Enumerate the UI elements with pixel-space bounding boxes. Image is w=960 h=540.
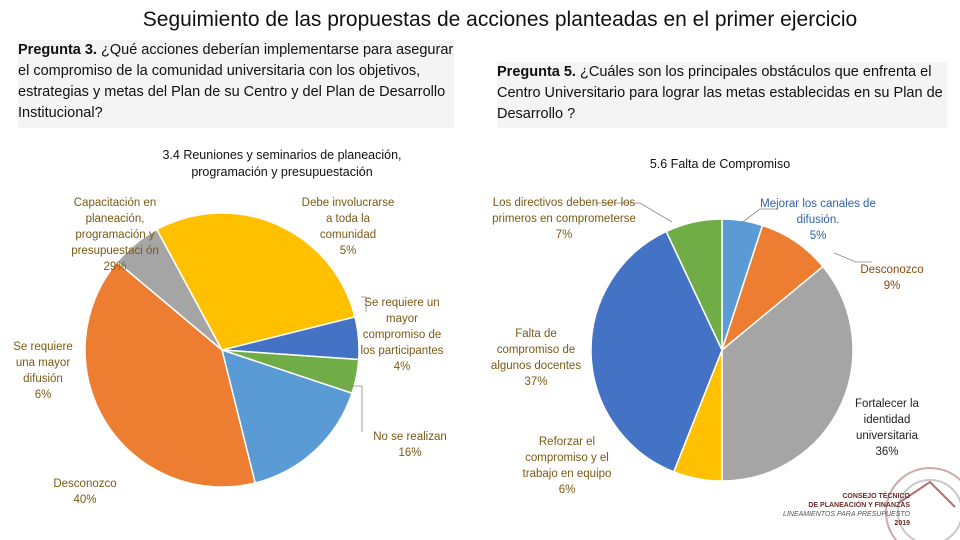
question-left-number: Pregunta 3. (18, 42, 97, 58)
label-involucrarse: Debe involucrarse a toda la comunidad 5% (300, 195, 396, 259)
title-clip: Seguimiento de las propuestas de accione… (0, 0, 960, 40)
question-left: Pregunta 3. ¿Qué acciones deberían imple… (18, 40, 454, 128)
question-right: Pregunta 5. ¿Cuáles son los principales … (497, 62, 947, 128)
label-value: 40% (73, 494, 97, 506)
logo-ring (885, 467, 960, 540)
label-compromiso-participantes: Se requiere un mayor compromiso de los p… (360, 295, 444, 375)
label-value: 36% (875, 446, 899, 458)
label-text: Fortalecer la identidad universitaria (855, 398, 919, 442)
leader-line (595, 202, 673, 223)
leader-line (361, 296, 367, 312)
logo-text: Consejo Técnico de Planeación y Finanzas… (770, 492, 910, 528)
label-directivos: Los directivos deben ser los primeros en… (488, 195, 640, 243)
leader-lines (342, 202, 872, 432)
leader-line (739, 208, 778, 225)
label-value: 4% (393, 361, 411, 373)
page-title: Seguimiento de las propuestas de accione… (142, 8, 858, 31)
label-text: No se realizan (373, 431, 447, 443)
logo-line2: de Planeación y Finanzas (808, 502, 910, 509)
logo-line3: Lineamientos para Presupuesto (783, 511, 910, 518)
label-text: Falta de compromiso de algunos docentes (490, 328, 582, 372)
label-value: 5% (339, 245, 357, 257)
label-desconozco-right: Desconozco 9% (850, 262, 934, 294)
pie-left (84, 212, 360, 488)
label-text: Desconozco (860, 264, 924, 276)
pie-slice-los-directivos-deben-ser-los-primeros-en-comprometerse (665, 218, 723, 351)
label-no-se-realizan: No se realizan 16% (362, 429, 458, 461)
label-value: 37% (524, 376, 548, 388)
label-value: 16% (398, 447, 422, 459)
label-text: Capacitación en planeación, programación… (71, 197, 159, 257)
label-value: 29% (103, 261, 127, 273)
chart-right-title: 5.6 Falta de Compromiso (649, 157, 791, 171)
label-reforzar: Reforzar el compromiso y el trabajo en e… (512, 434, 622, 498)
question-right-number: Pregunta 5. (497, 64, 576, 80)
label-identidad: Fortalecer la identidad universitaria 36… (840, 396, 934, 460)
pie-slice-capacitación-en-planeación-programación-y-presupuestaci-ón (155, 212, 356, 351)
label-text: Desconozco (53, 478, 117, 490)
question-right-text: ¿Cuáles son los principales obstáculos q… (497, 64, 943, 122)
leader-line (342, 385, 363, 432)
logo-line4: 2019 (894, 520, 910, 527)
pie-slice-no-se-realizan (220, 348, 353, 484)
leader-line (833, 252, 872, 263)
label-value: 9% (883, 280, 901, 292)
pie-right (590, 218, 854, 482)
pie-slice-fortalecer-la-identidad-universitaria (721, 265, 854, 482)
question-left-text: ¿Qué acciones deberían implementarse par… (18, 42, 454, 121)
label-text: Mejorar los canales de difusión. (760, 198, 876, 226)
logo-graphic (885, 467, 960, 540)
logo-ring (897, 479, 960, 540)
label-text: Reforzar el compromiso y el trabajo en e… (522, 436, 612, 480)
pie-slice-falta-de-compromiso-de-algunos-docentes (590, 230, 723, 473)
label-value: 6% (34, 389, 52, 401)
label-falta-docentes: Falta de compromiso de algunos docentes … (484, 326, 588, 390)
label-value: 5% (809, 230, 827, 242)
label-desconozco-left: Desconozco 40% (40, 476, 130, 508)
logo-stroke (899, 480, 956, 508)
label-text: Se requiere una mayor difusión (13, 341, 73, 385)
label-text: Debe involucrarse a toda la comunidad (301, 197, 395, 241)
pie-slice-desconozco (84, 260, 257, 488)
label-value: 6% (558, 484, 576, 496)
label-difusion: Se requiere una mayor difusión 6% (4, 339, 82, 403)
chart-left-title: 3.4 Reuniones y seminarios de planeación… (162, 148, 402, 179)
label-capacitacion: Capacitación en planeación, programación… (66, 195, 164, 275)
label-value: 7% (555, 229, 573, 241)
label-text: Se requiere un mayor compromiso de los p… (360, 297, 444, 357)
label-canales: Mejorar los canales de difusión. 5% (748, 196, 888, 244)
label-text: Los directivos deben ser los primeros en… (492, 197, 636, 225)
logo-line1: Consejo Técnico (842, 493, 910, 500)
